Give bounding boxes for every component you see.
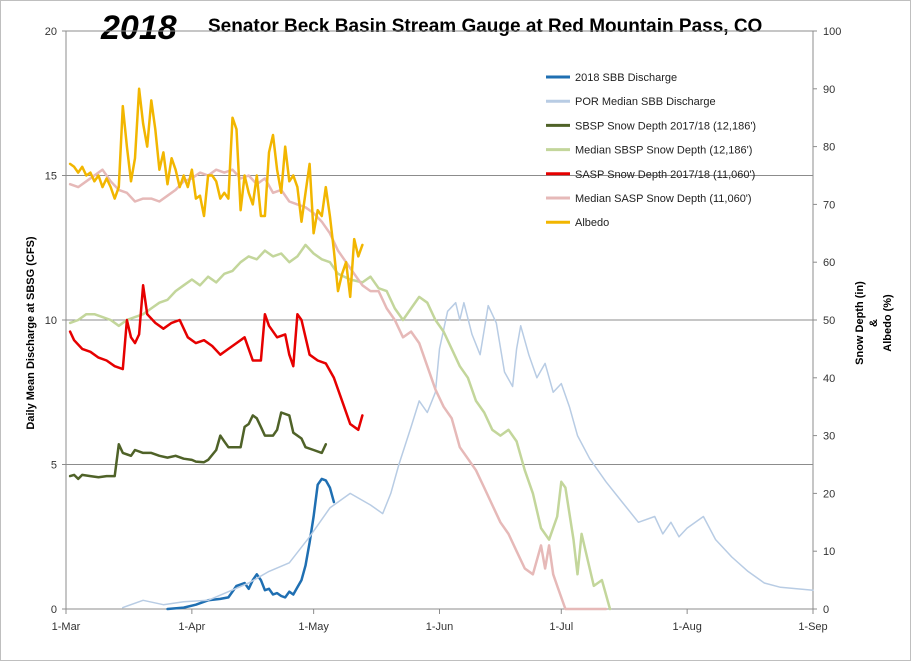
series-lines [68, 87, 814, 611]
legend-label: SBSP Snow Depth 2017/18 (12,186') [575, 120, 756, 132]
y-left-tick-label: 5 [51, 460, 57, 472]
y-right-tick-label: 90 [823, 84, 835, 96]
x-tick-label: 1-Sep [798, 621, 827, 633]
series-line-6 [68, 87, 364, 299]
legend-label: Median SBSP Snow Depth (12,186') [575, 145, 752, 157]
legend-label: 2018 SBB Discharge [575, 72, 677, 84]
series-line-3 [68, 243, 612, 611]
chart-title: Senator Beck Basin Stream Gauge at Red M… [208, 16, 762, 37]
legend-label: SASP Snow Depth 2017/18 (11,060') [575, 169, 755, 181]
y-right-tick-label: 30 [823, 431, 835, 443]
legend-label: Median SASP Snow Depth (11,060') [575, 193, 752, 205]
y-axis-right-title-line: Snow Depth (in) [854, 281, 866, 365]
y-right-tick-label: 80 [823, 142, 835, 154]
series-line-1 [122, 301, 814, 609]
y-axis-right-title-line: & [868, 319, 880, 327]
x-tick-label: 1-Apr [178, 621, 205, 633]
legend: 2018 SBB Discharge POR Median SBB Dischar… [546, 72, 756, 229]
y-axis-right-title-line: Albedo (%) [882, 294, 894, 352]
series-line-4 [68, 284, 364, 432]
chart-title-year: 2018 [100, 9, 177, 47]
x-tick-label: 1-May [298, 621, 329, 633]
y-right-tick-label: 50 [823, 315, 835, 327]
legend-label: Albedo [575, 217, 609, 229]
x-tick-label: 1-Aug [672, 621, 701, 633]
y-right-tick-label: 70 [823, 199, 835, 211]
y-left-tick-label: 20 [45, 26, 57, 38]
y-right-tick-label: 40 [823, 373, 835, 385]
y-right-tick-label: 60 [823, 257, 835, 269]
y-axis-left-title: Daily Mean Discharge at SBSG (CFS) [25, 236, 37, 429]
y-right-tick-label: 100 [823, 26, 841, 38]
legend-label: POR Median SBB Discharge [575, 96, 716, 108]
y-right-tick-label: 20 [823, 488, 835, 500]
x-tick-label: 1-Mar [52, 621, 81, 633]
y-left-tick-label: 0 [51, 604, 57, 616]
y-axis-right-title: Snow Depth (in) & Albedo (%) [854, 281, 894, 365]
y-right-tick-label: 0 [823, 604, 829, 616]
y-left-tick-label: 10 [45, 315, 57, 327]
series-line-0 [166, 477, 336, 611]
x-tick-label: 1-Jun [426, 621, 454, 633]
axes: 0 5 10 15 20 0 10 20 30 40 50 60 70 80 90 100 1-Mar 1-Apr… [45, 26, 842, 633]
x-tick-label: 1-Jul [549, 621, 573, 633]
y-right-tick-label: 10 [823, 546, 835, 558]
y-left-tick-label: 15 [45, 171, 57, 183]
series-line-2 [68, 411, 328, 481]
